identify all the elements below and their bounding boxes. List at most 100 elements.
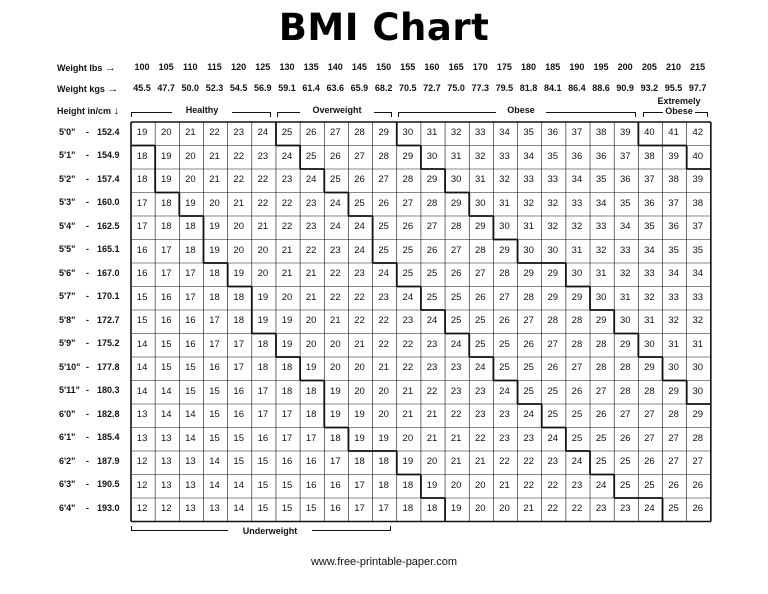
height-separator: -: [86, 197, 89, 208]
bmi-cell: 18: [257, 338, 269, 350]
bmi-cell: 28: [426, 197, 438, 209]
healthy-label: Healthy: [172, 105, 232, 115]
bmi-cell: 19: [330, 409, 341, 421]
bmi-cell: 16: [160, 315, 172, 327]
bmi-cell: 19: [402, 456, 414, 468]
bmi-cell: 36: [547, 127, 559, 139]
bmi-cell: 21: [209, 174, 220, 186]
bmi-cell: 17: [209, 315, 220, 327]
bmi-cell: 25: [571, 409, 583, 421]
bmi-cell: 17: [257, 409, 269, 421]
bmi-cell: 26: [523, 338, 534, 350]
bmi-cell: 22: [402, 362, 414, 374]
weight-lbs-value: 135: [303, 62, 319, 72]
bmi-cell: 18: [185, 244, 196, 256]
height-separator: -: [86, 291, 89, 302]
bmi-cell: 25: [475, 338, 486, 350]
bmi-cell: 25: [547, 385, 559, 397]
bmi-cell: 24: [378, 268, 389, 280]
bmi-cell: 37: [692, 221, 704, 233]
bmi-cell: 30: [402, 127, 414, 139]
bmi-cell: 26: [668, 479, 679, 491]
bmi-cell: 34: [619, 221, 631, 233]
bmi-cell: 33: [475, 127, 486, 139]
weight-kgs-value: 95.5: [664, 83, 683, 93]
bmi-cell: 25: [619, 479, 631, 491]
bmi-cell: 31: [619, 291, 631, 303]
bmi-cell: 14: [136, 385, 148, 397]
bmi-cell: 25: [426, 268, 438, 280]
bmi-cell: 27: [547, 338, 559, 350]
bmi-cell: 29: [499, 244, 510, 256]
bmi-cell: 24: [354, 244, 365, 256]
bmi-cell: 36: [619, 174, 631, 186]
bmi-cell: 31: [571, 244, 583, 256]
bmi-cell: 16: [209, 362, 220, 374]
bmi-cell: 19: [330, 385, 341, 397]
bmi-cell: 31: [426, 127, 438, 139]
bmi-cell: 22: [378, 338, 389, 350]
bmi-cell: 37: [571, 127, 583, 139]
height-cm: 177.8: [97, 361, 120, 372]
bmi-cell: 22: [330, 268, 341, 280]
obese-label: Obese: [496, 105, 546, 115]
height-cm: 162.5: [97, 220, 120, 231]
bmi-cell: 21: [233, 197, 244, 209]
bmi-cell: 22: [209, 127, 220, 139]
bmi-cell: 29: [402, 150, 414, 162]
bmi-cell: 17: [233, 362, 244, 374]
weight-lbs-value: 215: [690, 62, 706, 72]
bmi-cell: 15: [305, 503, 317, 515]
bmi-cell: 33: [644, 268, 655, 280]
height-separator: -: [86, 267, 89, 278]
bmi-cell: 23: [233, 127, 244, 139]
bmi-cell: 27: [354, 150, 365, 162]
bmi-cell: 21: [281, 268, 293, 280]
bmi-cell: 13: [160, 456, 172, 468]
bmi-cell: 24: [595, 479, 607, 491]
bmi-cell: 29: [523, 268, 534, 280]
bmi-cell: 19: [450, 503, 462, 515]
bmi-cell: 34: [644, 244, 655, 256]
height-feet: 5'7": [59, 291, 76, 302]
bmi-cell: 20: [305, 338, 317, 350]
bmi-cell: 30: [426, 150, 438, 162]
bmi-cell: 22: [257, 197, 269, 209]
bmi-cell: 18: [185, 221, 196, 233]
bmi-cell: 15: [160, 362, 172, 374]
bmi-cell: 24: [354, 221, 365, 233]
bmi-cell: 31: [523, 221, 534, 233]
bmi-cell: 16: [305, 456, 317, 468]
bmi-cell: 21: [402, 409, 414, 421]
bmi-cell: 20: [354, 385, 365, 397]
weight-lbs-value: 120: [231, 62, 247, 72]
weight-kgs-value: 59.1: [278, 83, 296, 93]
bmi-cell: 19: [281, 338, 293, 350]
bmi-cell: 22: [547, 479, 559, 491]
bmi-cell: 31: [499, 197, 510, 209]
bmi-cell: 31: [595, 268, 607, 280]
bmi-cell: 32: [475, 150, 486, 162]
bmi-cell: 23: [571, 479, 583, 491]
bmi-cell: 26: [450, 268, 462, 280]
bmi-cell: 19: [160, 150, 172, 162]
bmi-cell: 17: [281, 432, 293, 444]
bmi-cell: 17: [185, 268, 196, 280]
weight-lbs-value: 125: [255, 62, 271, 72]
bmi-cell: 22: [330, 291, 341, 303]
bmi-cell: 29: [547, 268, 559, 280]
bmi-cell: 19: [160, 174, 172, 186]
bmi-cell: 29: [668, 385, 679, 397]
height-cm: 187.9: [97, 455, 120, 466]
bmi-cell: 30: [475, 197, 486, 209]
bmi-cell: 27: [475, 268, 486, 280]
bmi-cell: 27: [692, 456, 704, 468]
weight-lbs-value: 150: [376, 62, 392, 72]
height-cm: 172.7: [97, 314, 120, 325]
weight-kgs-value: 65.9: [350, 83, 369, 93]
bmi-cell: 33: [571, 197, 583, 209]
bmi-cell: 14: [160, 409, 172, 421]
weight-kgs-value: 84.1: [543, 83, 562, 93]
bmi-cell: 28: [595, 362, 607, 374]
height-cm: 190.5: [97, 479, 120, 490]
